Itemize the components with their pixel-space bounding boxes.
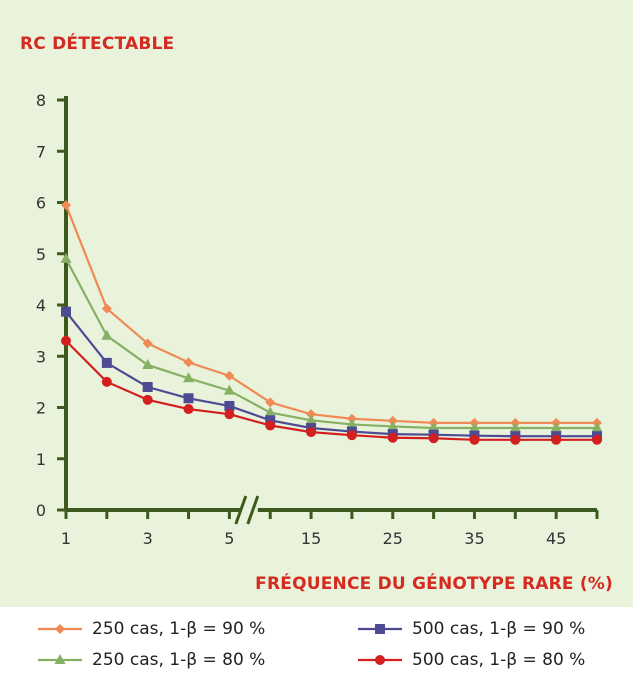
y-tick-label: 8: [36, 91, 46, 110]
x-tick-label: 3: [143, 529, 153, 548]
series-1-point: [142, 338, 153, 349]
series-4-point: [265, 420, 276, 431]
series-1-point: [224, 370, 235, 381]
legend-label: 250 cas, 1-β = 90 %: [92, 619, 266, 639]
y-tick-label: 4: [36, 296, 46, 315]
legend-label: 500 cas, 1-β = 80 %: [412, 650, 586, 670]
y-tick-label: 7: [36, 142, 46, 161]
y-tick-label: 3: [36, 347, 46, 366]
series-2-point: [387, 420, 399, 431]
series-4-point: [183, 404, 194, 415]
series-4-point: [142, 394, 153, 405]
axis-break-mark: [246, 495, 260, 525]
x-tick-label: 1: [61, 529, 71, 548]
legend-item-series-1: 250 cas, 1-β = 90 %: [36, 614, 265, 644]
legend-swatch-triangle: [38, 654, 82, 664]
series-4-point: [61, 335, 71, 346]
series-4-point: [592, 434, 602, 445]
x-tick-label: 5: [224, 529, 234, 548]
y-axis-label: RC DÉTECTABLE: [20, 34, 175, 54]
series-2-point: [509, 422, 521, 432]
series-3-point: [61, 306, 71, 317]
legend-marker: [375, 624, 385, 634]
x-tick-label: 45: [546, 529, 566, 548]
series-3-point: [183, 393, 194, 404]
legend-item-series-4: 500 cas, 1-β = 80 %: [356, 645, 585, 675]
series-4-point: [428, 433, 439, 444]
series-line-2: [65, 258, 597, 430]
legend-marker: [55, 624, 65, 634]
x-tick-label: 35: [464, 529, 484, 548]
legend-swatch-diamond: [38, 624, 82, 634]
series-4-point: [346, 430, 357, 441]
series-3-point: [142, 382, 153, 392]
y-tick-label: 0: [36, 501, 46, 520]
series-2-point: [60, 252, 72, 263]
series-4-point: [387, 432, 398, 443]
legend-panel: [0, 607, 633, 700]
legend-item-series-2: 250 cas, 1-β = 80 %: [36, 645, 265, 675]
y-tick-label: 2: [36, 399, 46, 418]
series-4-point: [306, 427, 317, 438]
legend-marker: [375, 655, 385, 665]
series-4-point: [510, 434, 521, 445]
series-line-3: [65, 310, 597, 438]
axis-break-mark: [234, 495, 248, 525]
series-2-point: [550, 422, 562, 432]
legend-label: 500 cas, 1-β = 90 %: [412, 619, 586, 639]
series-2-point: [101, 329, 113, 340]
legend-label: 250 cas, 1-β = 80 %: [92, 650, 266, 670]
series-2-point: [346, 418, 358, 429]
x-tick-label: 25: [383, 529, 403, 548]
series-2-point: [591, 422, 603, 432]
series-4-point: [224, 409, 235, 420]
x-tick-label: 15: [301, 529, 321, 548]
x-axis-label: FRÉQUENCE DU GÉNOTYPE RARE (%): [255, 574, 613, 594]
legend-swatch-square: [358, 624, 402, 634]
series-3-point: [265, 415, 276, 426]
series-2-point: [305, 414, 317, 425]
series-3-point: [224, 400, 235, 411]
y-tick-label: 1: [36, 450, 46, 469]
legend-item-series-3: 500 cas, 1-β = 90 %: [356, 614, 585, 644]
series-1-point: [183, 357, 194, 368]
series-4-point: [469, 434, 480, 445]
series-2-point: [428, 422, 440, 432]
y-tick-label: 5: [36, 245, 46, 264]
series-1-point: [101, 303, 112, 314]
series-2-point: [264, 406, 276, 417]
series-1-point: [265, 397, 276, 408]
series-2-point: [183, 372, 195, 383]
legend-marker: [54, 654, 66, 664]
series-4-point: [551, 434, 562, 445]
series-3-point: [101, 357, 112, 368]
y-tick-label: 6: [36, 194, 46, 213]
series-2-point: [142, 358, 154, 369]
series-2-point: [223, 384, 235, 395]
series-1-point: [61, 200, 71, 211]
series-4-point: [101, 376, 112, 387]
series-1-point: [306, 409, 317, 420]
series-line-4: [65, 340, 597, 441]
legend-swatch-circle: [358, 655, 402, 665]
series-2-point: [468, 422, 480, 432]
series-line-1: [64, 204, 597, 424]
